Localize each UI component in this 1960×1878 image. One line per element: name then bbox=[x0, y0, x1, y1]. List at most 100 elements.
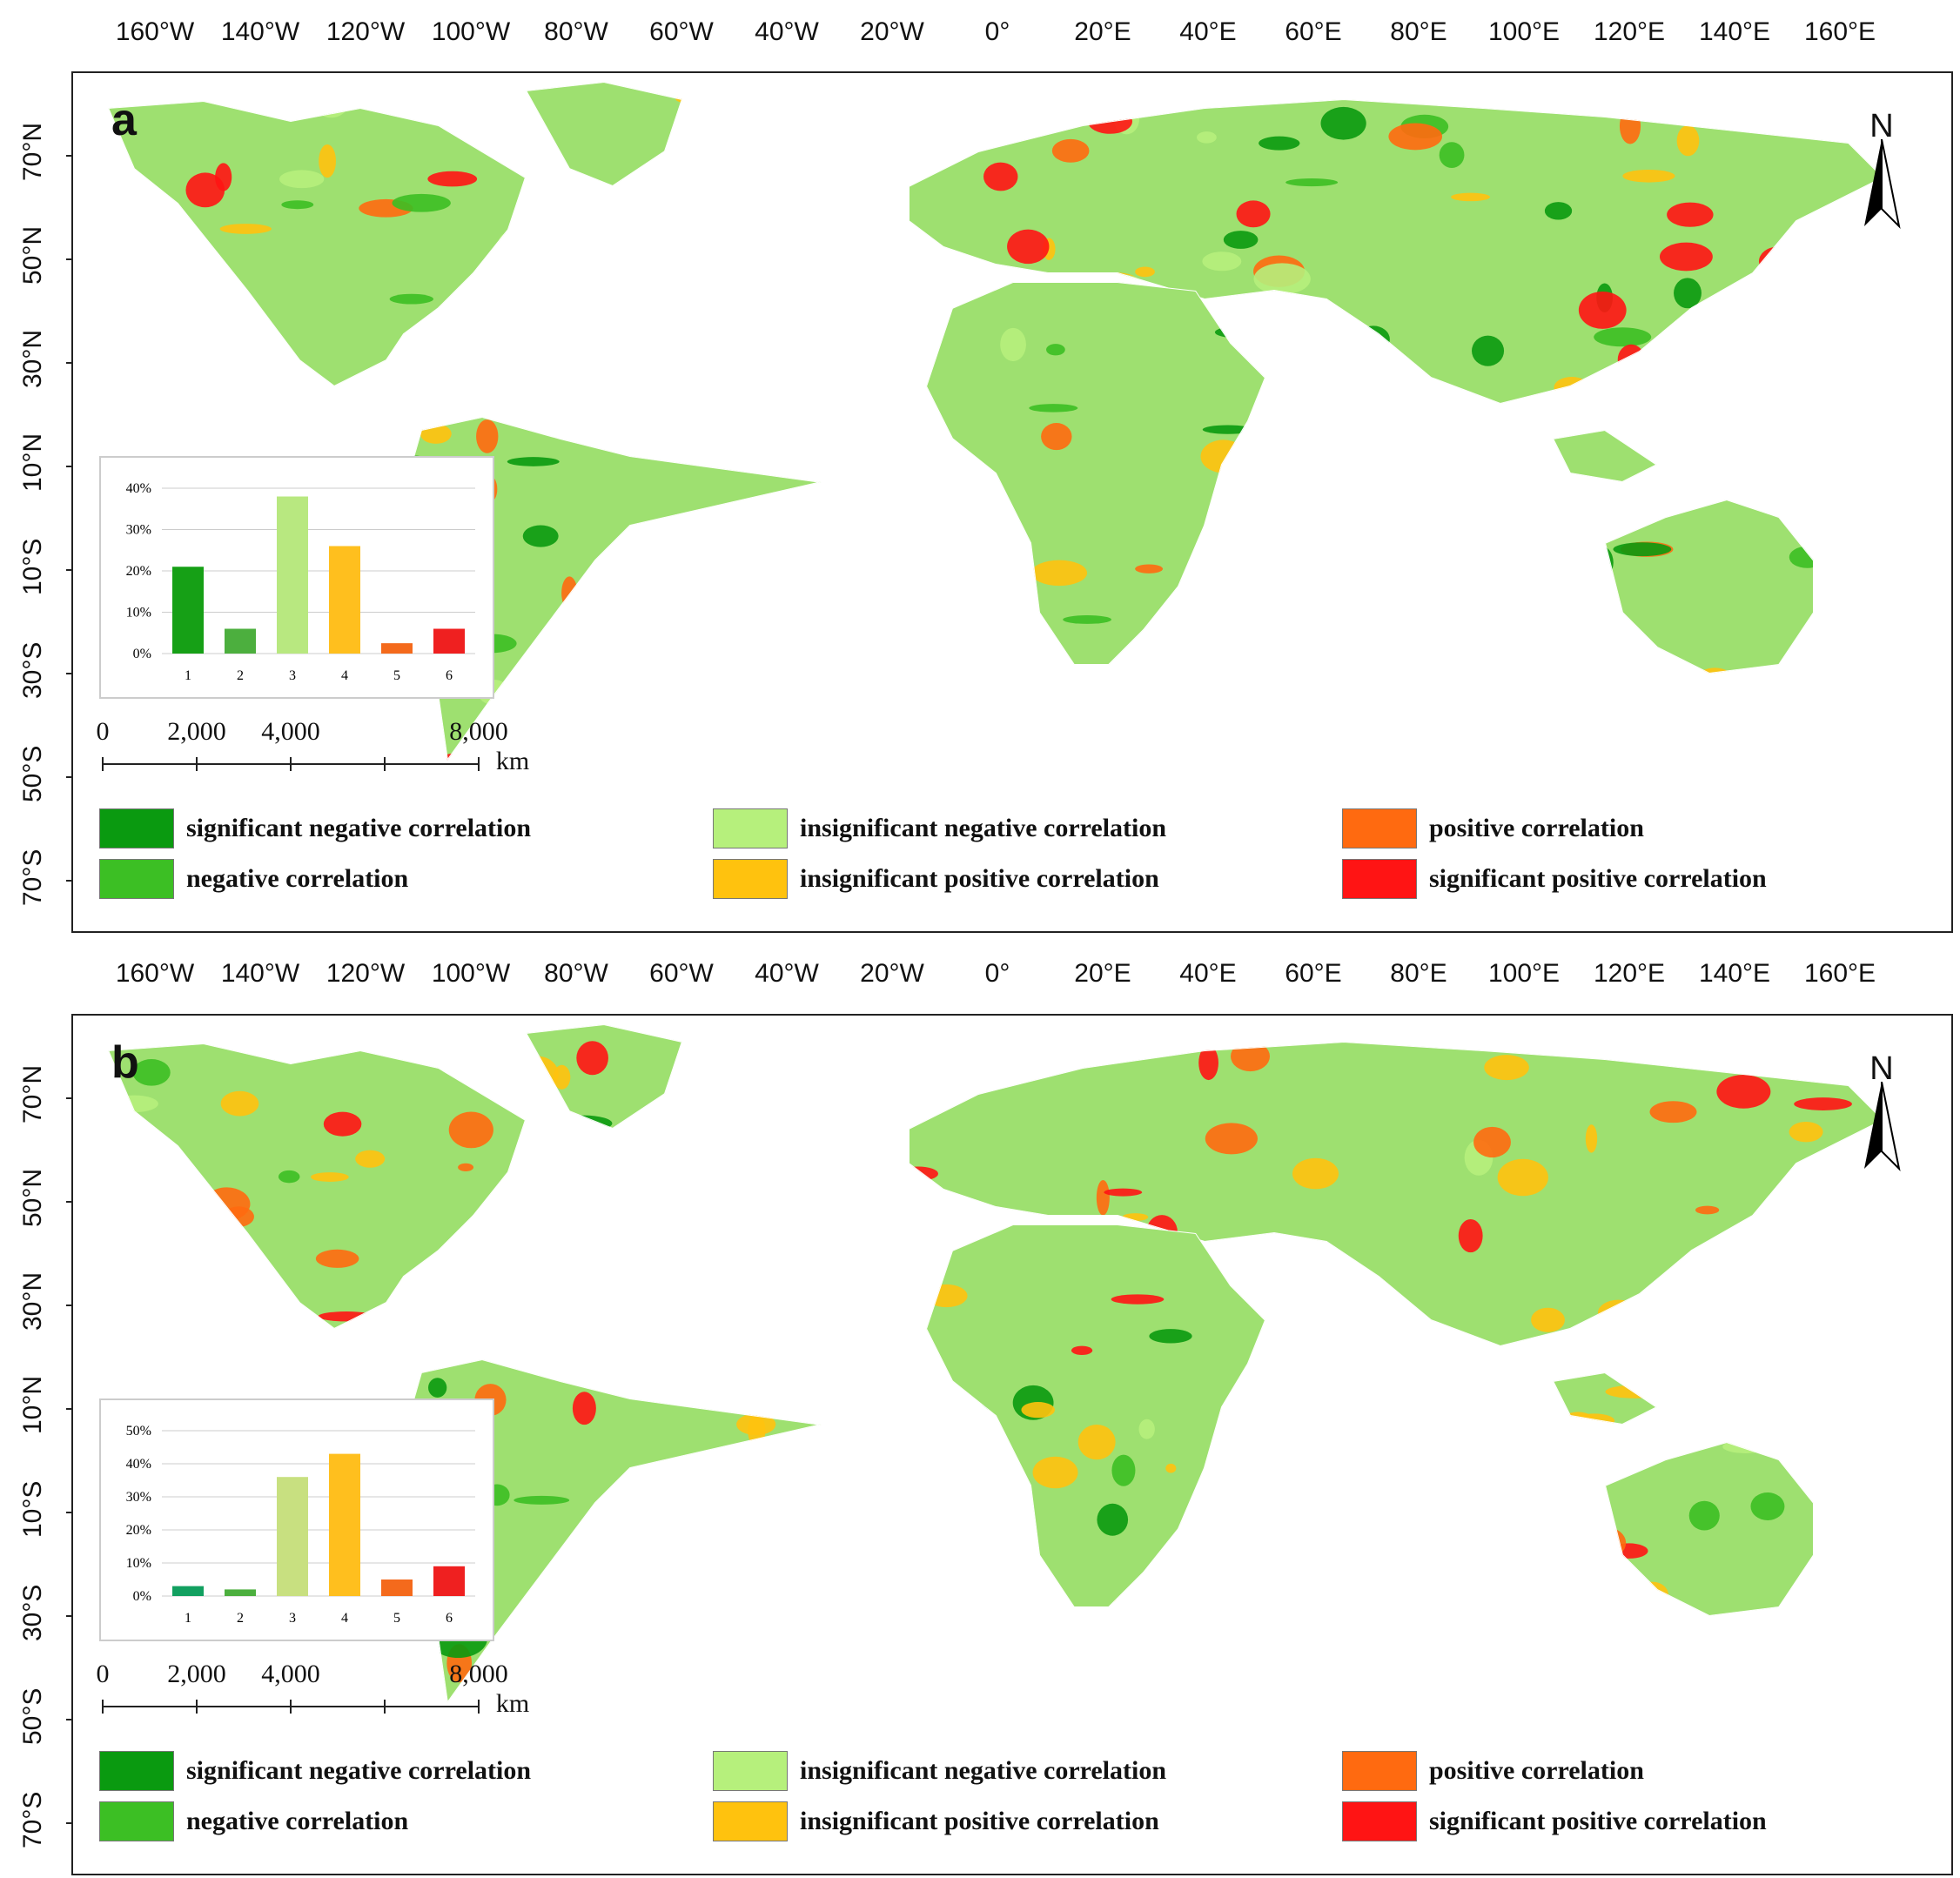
x-tick-label: 2 bbox=[237, 1611, 244, 1626]
longitude-label: 160°E bbox=[1803, 959, 1876, 988]
y-tick-label: 10% bbox=[126, 1556, 151, 1571]
latitude-label: 70°N bbox=[18, 122, 47, 181]
bar-2 bbox=[225, 1589, 256, 1596]
y-tick-label: 40% bbox=[126, 481, 151, 496]
latitude-label: 50°N bbox=[18, 225, 47, 285]
map-legend: significant negative correlation insignif… bbox=[99, 808, 1927, 913]
latitude-label: 10°S bbox=[18, 1480, 47, 1538]
longitude-label: 120°E bbox=[1593, 17, 1666, 46]
north-label: N bbox=[1869, 108, 1894, 144]
longitude-label: 60°W bbox=[649, 959, 714, 988]
longitude-label: 80°W bbox=[544, 959, 608, 988]
latitude-tick bbox=[66, 880, 73, 882]
x-tick-label: 6 bbox=[446, 1611, 453, 1626]
legend-label: insignificant negative correlation bbox=[800, 814, 1167, 842]
latitude-tick bbox=[66, 776, 73, 778]
latitude-label: 10°N bbox=[18, 1375, 47, 1434]
longitude-label: 160°W bbox=[115, 17, 195, 46]
y-tick-label: 40% bbox=[126, 1457, 151, 1472]
scale-bar-label: 4,000 bbox=[261, 717, 320, 746]
longitude-label: 20°W bbox=[860, 959, 924, 988]
legend-label: significant negative correlation bbox=[186, 1756, 532, 1785]
latitude-label: 30°S bbox=[18, 1584, 47, 1641]
longitude-label: 0° bbox=[984, 17, 1010, 46]
latitude-tick bbox=[66, 1201, 73, 1203]
y-tick-label: 0% bbox=[133, 1589, 151, 1604]
longitude-labels-top-a: 160°W 140°W 120°W 100°W 80°W 60°W 40°W 20°W 0° 20… bbox=[71, 17, 1953, 52]
scale-bar-label: 0 bbox=[96, 1660, 110, 1688]
longitude-label: 100°E bbox=[1487, 959, 1561, 988]
bar-4 bbox=[329, 546, 360, 654]
x-tick-label: 5 bbox=[393, 1611, 400, 1626]
north-label: N bbox=[1869, 1050, 1894, 1087]
panel-letter: b bbox=[111, 1037, 139, 1088]
x-tick-label: 5 bbox=[393, 668, 400, 683]
legend-swatch bbox=[1342, 1801, 1417, 1841]
latitude-tick bbox=[66, 155, 73, 157]
longitude-label: 140°E bbox=[1698, 17, 1771, 46]
x-tick-label: 4 bbox=[341, 668, 348, 683]
x-tick-label: 3 bbox=[289, 1611, 296, 1626]
legend-label: insignificant positive correlation bbox=[800, 864, 1159, 893]
y-tick-label: 10% bbox=[126, 606, 151, 620]
longitude-label: 120°E bbox=[1593, 959, 1666, 988]
x-tick-label: 3 bbox=[289, 668, 296, 683]
latitude-tick bbox=[66, 258, 73, 260]
latitude-tick bbox=[66, 1512, 73, 1513]
bar-6 bbox=[433, 1566, 465, 1596]
scale-bar-label: 0 bbox=[96, 717, 110, 746]
longitude-label: 40°E bbox=[1179, 17, 1237, 46]
scale-bar-label: 2,000 bbox=[167, 717, 226, 746]
longitude-label: 80°E bbox=[1390, 959, 1447, 988]
longitude-label: 80°W bbox=[544, 17, 608, 46]
legend-label: insignificant negative correlation bbox=[800, 1756, 1167, 1785]
panel-letter: a bbox=[111, 95, 137, 145]
map-panel-b: b N 0% 10% 20% 30% 40% 50% 1 2 3 4 5 6 0 2,000 4,000 8,00… bbox=[71, 1014, 1953, 1875]
bar-5 bbox=[381, 1580, 413, 1596]
latitude-tick bbox=[66, 673, 73, 674]
longitude-label: 160°W bbox=[115, 959, 195, 988]
longitude-label: 100°W bbox=[431, 17, 511, 46]
scale-bar-label: 4,000 bbox=[261, 1660, 320, 1688]
latitude-tick bbox=[66, 466, 73, 467]
legend-swatch bbox=[713, 859, 788, 899]
y-tick-label: 20% bbox=[126, 564, 151, 579]
legend-label: negative correlation bbox=[186, 1807, 409, 1835]
inset-bar-chart: 0% 10% 20% 30% 40% 50% 1 2 3 4 5 6 bbox=[99, 1398, 494, 1641]
legend-swatch bbox=[713, 1801, 788, 1841]
bar-5 bbox=[381, 643, 413, 654]
legend-swatch bbox=[99, 1801, 174, 1841]
scale-bar-label: 2,000 bbox=[167, 1660, 226, 1688]
longitude-label: 20°E bbox=[1074, 17, 1131, 46]
longitude-label: 60°W bbox=[649, 17, 714, 46]
latitude-label: 50°S bbox=[18, 745, 47, 802]
longitude-label: 40°W bbox=[755, 959, 819, 988]
map-legend: significant negative correlation insignif… bbox=[99, 1751, 1927, 1855]
longitude-label: 120°W bbox=[326, 959, 406, 988]
bar-1 bbox=[172, 567, 204, 654]
latitude-tick bbox=[66, 1305, 73, 1306]
longitude-label: 20°W bbox=[860, 17, 924, 46]
latitude-label: 50°N bbox=[18, 1168, 47, 1227]
x-tick-label: 2 bbox=[237, 668, 244, 683]
greenland bbox=[526, 82, 682, 186]
latitude-label: 70°S bbox=[18, 1791, 47, 1848]
legend-swatch bbox=[713, 1751, 788, 1791]
latitude-tick bbox=[66, 1615, 73, 1617]
latitude-labels-a: 70°N 50°N 30°N 10°N 10°S 30°S 50°S 70°S bbox=[0, 71, 73, 933]
y-tick-label: 20% bbox=[126, 1523, 151, 1538]
latitude-tick bbox=[66, 1408, 73, 1410]
scale-bar-label: 8,000 bbox=[449, 717, 508, 746]
latitude-tick bbox=[66, 362, 73, 364]
legend-label: significant positive correlation bbox=[1429, 864, 1767, 893]
world-map bbox=[108, 82, 1883, 761]
legend-label: negative correlation bbox=[186, 864, 409, 893]
bar-1 bbox=[172, 1586, 204, 1596]
y-tick-label: 30% bbox=[126, 1490, 151, 1505]
legend-label: significant negative correlation bbox=[186, 814, 532, 842]
legend-swatch bbox=[99, 808, 174, 848]
x-tick-label: 4 bbox=[341, 1611, 348, 1626]
longitude-label: 160°E bbox=[1803, 17, 1876, 46]
latitude-tick bbox=[66, 1097, 73, 1099]
longitude-label: 80°E bbox=[1390, 17, 1447, 46]
